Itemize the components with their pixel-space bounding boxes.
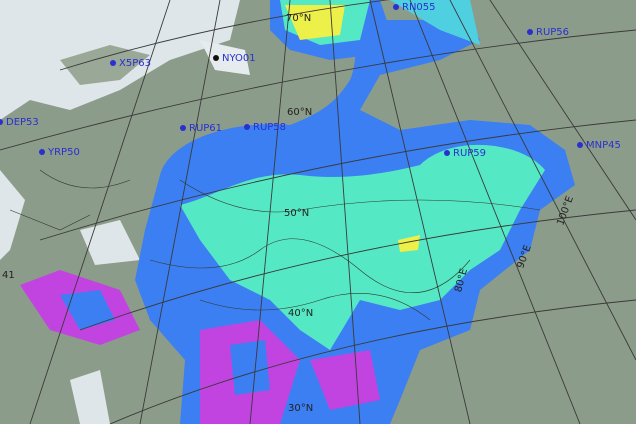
- plume-low: [60, 290, 270, 395]
- station-dot: [393, 4, 399, 10]
- latitude-label: 50°N: [284, 208, 309, 219]
- latitude-label: 60°N: [287, 107, 312, 118]
- border: [9, 169, 541, 321]
- station-dot: [577, 142, 583, 148]
- station-label: RUP61: [189, 123, 222, 134]
- latitude-label: 70°N: [286, 13, 311, 24]
- plume-high: [398, 235, 420, 252]
- plume-high: [285, 5, 345, 40]
- station-dot: [527, 29, 533, 35]
- station-label: RUP58: [253, 122, 286, 133]
- station-label: DEP53: [6, 117, 39, 128]
- plume-deposit: [20, 270, 380, 424]
- landmass: [60, 45, 150, 85]
- latitude-label: 40°N: [288, 308, 313, 319]
- landmass: [200, 40, 250, 75]
- longitude-label: 41: [2, 270, 15, 281]
- station-dot: [213, 55, 219, 61]
- station-label: RUP59: [453, 148, 486, 159]
- station-dot: [244, 124, 250, 130]
- station-dot: [0, 119, 3, 125]
- station-label: NYO01: [222, 53, 256, 64]
- plume-mid: [390, 0, 480, 45]
- latitude-label: 30°N: [288, 403, 313, 414]
- station-label: RUP56: [536, 27, 569, 38]
- station-label: YRP50: [47, 147, 80, 158]
- station-dot: [444, 150, 450, 156]
- station-label: MNP45: [586, 140, 621, 151]
- station-dot: [39, 149, 45, 155]
- station-dot: [180, 125, 186, 131]
- water: [0, 170, 140, 424]
- station-label: RN055: [402, 2, 436, 13]
- station-label: X5P63: [119, 58, 151, 69]
- labels: RN055 RUP56 X5P63 NYO01 DEP53 RUP61 RUP58 RUP59…: [0, 2, 621, 414]
- station-dot: [110, 60, 116, 66]
